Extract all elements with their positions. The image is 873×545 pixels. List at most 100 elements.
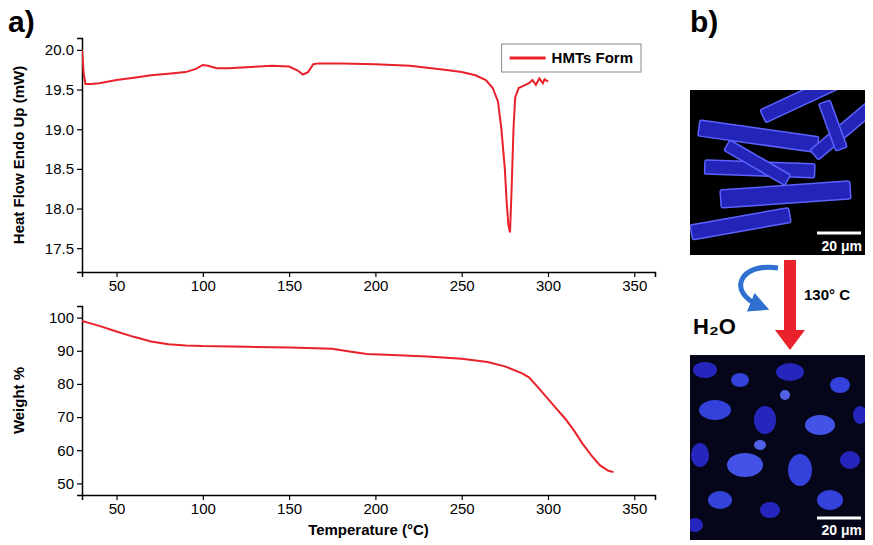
- tick: 50: [57, 475, 82, 492]
- tick: 350: [622, 495, 647, 517]
- tick-label: 19.0: [45, 121, 74, 138]
- micrograph-background: [690, 355, 865, 540]
- tick-mark: [77, 89, 82, 90]
- y-axis-title: Weight %: [10, 367, 27, 434]
- blob: [754, 406, 776, 434]
- blob: [830, 377, 850, 393]
- legend-label: HMTs Form: [552, 49, 633, 66]
- tick: 150: [277, 272, 302, 294]
- scale-bar: [817, 232, 861, 235]
- blob: [727, 453, 763, 477]
- tick: 200: [363, 272, 388, 294]
- release-arrow: [741, 267, 778, 306]
- blob: [760, 502, 780, 518]
- tick-mark: [77, 208, 82, 209]
- rod: [819, 100, 847, 151]
- tick: 17.5: [45, 240, 82, 257]
- tick-label: 80: [57, 375, 74, 392]
- tick-label: 300: [536, 500, 561, 517]
- tick: 100: [191, 495, 216, 517]
- plot-area: [82, 321, 614, 472]
- tick-label: 250: [450, 277, 475, 294]
- tick-label: 20.0: [45, 41, 74, 58]
- blob: [731, 373, 749, 387]
- data-line: [82, 321, 614, 472]
- tick-label: 70: [57, 408, 74, 425]
- tick: 18.0: [45, 200, 82, 217]
- legend-box: [502, 44, 641, 72]
- chart: 50 100 150 200 250 300 350 17.5 18.0 18.5 19.0 19.5…: [10, 39, 656, 294]
- tick: 50: [109, 272, 126, 294]
- micrograph-rods: [690, 90, 865, 240]
- tick-mark: [77, 450, 82, 451]
- axis-line: [77, 307, 83, 496]
- tick-label: 200: [363, 500, 388, 517]
- blob: [690, 518, 703, 532]
- legend-swatch: [510, 57, 546, 60]
- tick-mark: [77, 169, 82, 170]
- tick: 80: [57, 375, 82, 392]
- tick: 60: [57, 442, 82, 459]
- tick: 150: [277, 495, 302, 517]
- tick-label: 19.5: [45, 81, 74, 98]
- tick-mark: [77, 384, 82, 385]
- tick-label: 18.5: [45, 160, 74, 177]
- rod: [690, 208, 791, 240]
- arrow-label: 130° C: [804, 286, 850, 303]
- rod: [698, 120, 819, 153]
- tick-label: 100: [191, 500, 216, 517]
- tick-label: 18.0: [45, 200, 74, 217]
- panel-label: b): [690, 5, 718, 38]
- blob: [708, 491, 732, 509]
- tick-mark: [77, 50, 82, 51]
- tick: 300: [536, 272, 561, 294]
- tick: 250: [450, 495, 475, 517]
- tick-mark: [77, 248, 82, 249]
- blob: [788, 454, 812, 486]
- tick-label: 350: [622, 277, 647, 294]
- blob: [691, 443, 709, 467]
- tick-label: 100: [49, 309, 74, 326]
- tick-label: 300: [536, 277, 561, 294]
- plot-area: [82, 50, 548, 232]
- tick: 100: [49, 309, 82, 326]
- byproduct-label: H₂O: [693, 314, 736, 339]
- axis-line: [77, 39, 83, 273]
- tick: 50: [109, 495, 126, 517]
- tick-mark: [77, 483, 82, 484]
- tick: 100: [191, 272, 216, 294]
- scale-bar-label: 20 μm: [822, 522, 862, 538]
- tick-label: 350: [622, 500, 647, 517]
- tick: 350: [622, 272, 647, 294]
- tick-label: 50: [109, 500, 126, 517]
- legend: HMTs Form: [502, 44, 641, 72]
- micrograph-blobs: [690, 362, 865, 532]
- blob: [693, 362, 717, 378]
- tick: 19.5: [45, 81, 82, 98]
- blob: [780, 390, 790, 400]
- tick-label: 60: [57, 442, 74, 459]
- tick: 20.0: [45, 41, 82, 58]
- y-axis: 17.5 18.0 18.5 19.0 19.5 20.0: [45, 39, 83, 273]
- tick: 19.0: [45, 121, 82, 138]
- panel-label: a): [8, 5, 35, 38]
- tick: 250: [450, 272, 475, 294]
- tick: 200: [363, 495, 388, 517]
- x-axis: 50 100 150 200 250 300 350: [83, 495, 656, 517]
- tick: 70: [57, 408, 82, 425]
- tick: 18.5: [45, 160, 82, 177]
- tick-label: 150: [277, 277, 302, 294]
- tick: 90: [57, 342, 82, 359]
- tick-label: 100: [191, 277, 216, 294]
- blob: [776, 363, 804, 381]
- tick-mark: [77, 351, 82, 352]
- blob: [754, 440, 766, 450]
- blob: [853, 406, 865, 424]
- data-line: [82, 50, 548, 232]
- x-axis: 50 100 150 200 250 300 350: [83, 272, 656, 294]
- scale-bar: [817, 517, 861, 520]
- tick-label: 50: [57, 475, 74, 492]
- tick-mark: [77, 318, 82, 319]
- tick-label: 250: [450, 500, 475, 517]
- blob: [817, 490, 843, 510]
